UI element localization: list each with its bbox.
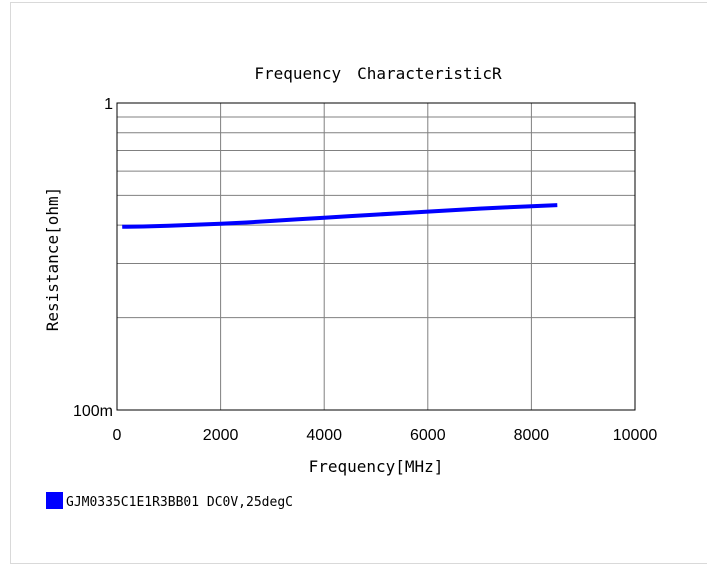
- tick-labels: 0 2000 4000 6000 8000 10000 100m 1: [73, 96, 657, 444]
- x-tick-label: 10000: [613, 427, 658, 444]
- x-tick-label: 4000: [306, 427, 342, 444]
- legend-label: GJM0335C1E1R3BB01 DC0V,25degC: [66, 495, 293, 510]
- series-line: [122, 203, 558, 229]
- x-tick-label: 0: [113, 427, 122, 444]
- grid-lines: [117, 103, 635, 410]
- x-axis-label: Frequency[MHz]: [309, 457, 444, 476]
- legend: GJM0335C1E1R3BB01 DC0V,25degC: [46, 492, 293, 510]
- plot-area: [116, 102, 636, 411]
- x-tick-label: 6000: [410, 427, 446, 444]
- x-tick-label: 8000: [514, 427, 550, 444]
- y-tick-label: 100m: [73, 403, 113, 420]
- x-tick-label: 2000: [203, 427, 239, 444]
- chart-title: Frequency CharacteristicR: [254, 64, 502, 83]
- series-layer: [122, 203, 558, 229]
- y-axis-label: Resistance[ohm]: [43, 187, 62, 332]
- chart-frame: [10, 2, 707, 564]
- y-tick-label: 1: [104, 96, 113, 113]
- legend-swatch: [46, 492, 63, 509]
